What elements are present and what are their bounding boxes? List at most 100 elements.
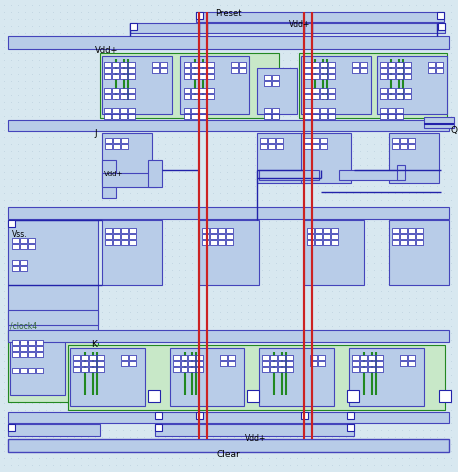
Bar [210,240,218,245]
Text: Vdd+: Vdd+ [245,434,266,444]
Bar [331,240,338,245]
Bar [202,240,209,245]
Bar [8,424,100,437]
Bar [113,240,120,245]
Bar [173,361,180,366]
Bar [128,62,135,67]
Bar [10,333,65,395]
Bar [12,260,19,265]
Bar [304,114,311,119]
Bar [97,354,104,360]
Bar [392,234,399,239]
Bar [8,412,449,423]
Bar [20,260,27,265]
Bar [202,234,209,239]
Bar [120,114,127,119]
Bar [113,234,120,239]
Bar [328,114,335,119]
Bar [307,234,314,239]
Bar [304,68,311,74]
Bar [191,88,198,93]
Bar [128,88,135,93]
Bar [120,88,127,93]
Bar [189,361,196,366]
Bar [104,68,111,74]
Bar [240,62,246,67]
Bar [380,109,387,113]
Bar [89,367,96,371]
Bar [200,220,259,285]
Bar [320,144,327,149]
Bar [400,354,407,360]
Bar [89,361,96,366]
Bar [286,367,293,371]
Bar [207,62,214,67]
Bar [304,144,311,149]
Bar [189,367,196,371]
Bar [323,234,330,239]
Bar [191,114,198,119]
Bar [272,76,279,80]
Bar [207,75,214,79]
Bar [128,68,135,74]
Bar [339,170,399,180]
Bar [272,81,279,86]
Bar [438,23,445,30]
Bar [397,165,405,180]
Bar [315,234,322,239]
Bar [240,68,246,74]
Bar [392,138,399,143]
Bar [102,220,162,285]
Bar [260,138,267,143]
Bar [304,138,311,143]
Bar [428,68,435,74]
Bar [404,75,411,79]
Bar [400,361,407,366]
Bar [264,109,271,113]
Bar [416,240,423,245]
Bar [12,352,19,357]
Bar [416,228,423,233]
Bar [404,88,411,93]
Bar [389,220,449,285]
Bar [191,68,198,74]
Bar [104,75,111,79]
Bar [352,62,359,67]
Text: Preset: Preset [215,8,242,17]
Bar [180,361,187,366]
Bar [270,354,277,360]
Bar [404,62,411,67]
Bar [328,68,335,74]
Bar [388,94,395,100]
Bar [184,68,191,74]
Bar [112,75,119,79]
Bar [89,354,96,360]
Bar [120,109,127,113]
Bar [128,94,135,100]
Bar [278,361,285,366]
Bar [120,228,128,233]
Bar [276,144,283,149]
Bar [207,68,214,74]
Bar [376,354,383,360]
Bar [155,424,354,437]
Bar [331,234,338,239]
Bar [28,244,35,249]
Bar [130,23,445,33]
Bar [112,88,119,93]
Bar [388,68,395,74]
Bar [377,57,447,114]
Bar [20,340,27,345]
Bar [8,424,15,431]
Bar [396,75,403,79]
Bar [264,81,271,86]
Bar [272,114,279,119]
Bar [286,361,293,366]
Bar [191,94,198,100]
Text: Q: Q [451,126,458,135]
Bar [105,228,112,233]
Bar [312,88,319,93]
Bar [312,144,319,149]
Bar [120,240,128,245]
Bar [120,62,127,67]
